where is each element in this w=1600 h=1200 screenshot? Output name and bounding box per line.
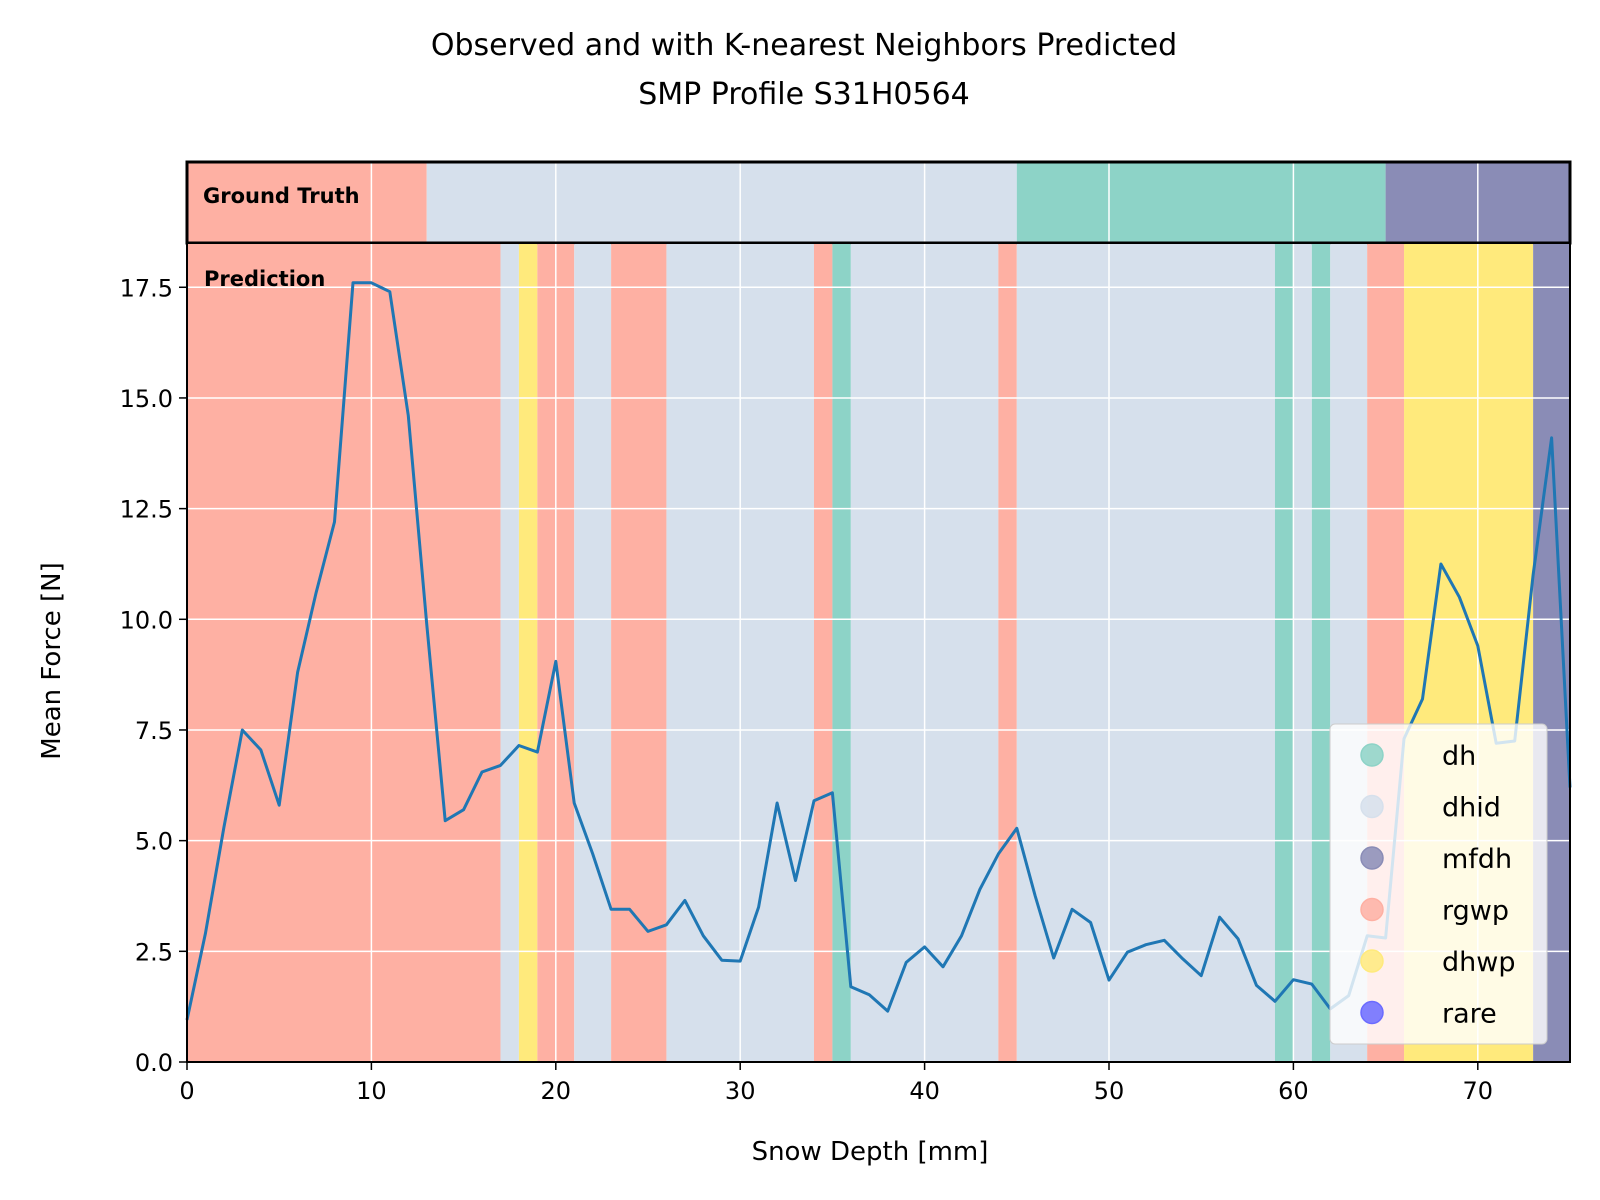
legend-box <box>1330 724 1547 1044</box>
prediction-band-dh <box>832 243 850 1062</box>
prediction-band-dhid <box>1017 243 1275 1062</box>
y-tick-label: 7.5 <box>135 717 173 745</box>
ground-truth-band-dh <box>1017 162 1386 243</box>
legend: dh dhid mfdh rgwp dhwp rare <box>1330 724 1547 1044</box>
ground-truth-label: Ground Truth <box>203 184 360 208</box>
x-tick-label: 0 <box>179 1077 194 1105</box>
x-tick-label: 30 <box>725 1077 756 1105</box>
prediction-band-dhid <box>500 243 518 1062</box>
legend-marker-mfdh <box>1361 847 1383 869</box>
x-tick-label: 10 <box>356 1077 387 1105</box>
legend-marker-dh <box>1361 744 1383 766</box>
x-tick-label: 40 <box>909 1077 940 1105</box>
prediction-band-dhid <box>1293 243 1311 1062</box>
x-tick-label: 70 <box>1463 1077 1494 1105</box>
legend-label-dhid: dhid <box>1442 793 1501 824</box>
x-axis-label: Snow Depth [mm] <box>752 1137 989 1167</box>
chart-title-line1: Observed and with K-nearest Neighbors Pr… <box>431 28 1177 63</box>
y-tick-label: 2.5 <box>135 938 173 966</box>
y-axis-label: Mean Force [N] <box>37 562 67 759</box>
y-tick-label: 15.0 <box>120 385 173 413</box>
chart-title-line2: SMP Profile S31H0564 <box>638 77 970 112</box>
legend-marker-rare <box>1361 1002 1383 1024</box>
prediction-band-dh <box>1275 243 1293 1062</box>
y-tick-label: 12.5 <box>120 496 173 524</box>
prediction-band-rgwp <box>998 243 1016 1062</box>
x-tick-label: 20 <box>541 1077 572 1105</box>
legend-label-rgwp: rgwp <box>1442 896 1509 927</box>
y-tick-label: 0.0 <box>135 1049 173 1077</box>
y-tick-label: 5.0 <box>135 828 173 856</box>
legend-marker-rgwp <box>1361 899 1383 921</box>
x-tick-label: 60 <box>1278 1077 1309 1105</box>
ground-truth-bands <box>187 162 1570 243</box>
legend-label-dhwp: dhwp <box>1442 947 1515 978</box>
legend-marker-dhwp <box>1361 950 1383 972</box>
prediction-band-dhwp <box>519 243 537 1062</box>
y-tick-label: 17.5 <box>120 274 173 302</box>
prediction-band-rgwp <box>187 243 500 1062</box>
prediction-band-rgwp <box>611 243 666 1062</box>
x-tick-label: 50 <box>1094 1077 1125 1105</box>
prediction-label: Prediction <box>204 267 325 291</box>
prediction-band-rgwp <box>814 243 832 1062</box>
legend-label-dh: dh <box>1442 741 1476 772</box>
legend-marker-dhid <box>1361 796 1383 818</box>
ground-truth-band-dhid <box>427 162 1017 243</box>
legend-label-rare: rare <box>1442 999 1497 1030</box>
y-tick-label: 10.0 <box>120 606 173 634</box>
prediction-band-dhid <box>574 243 611 1062</box>
legend-label-mfdh: mfdh <box>1442 844 1512 875</box>
prediction-band-dh <box>1312 243 1330 1062</box>
